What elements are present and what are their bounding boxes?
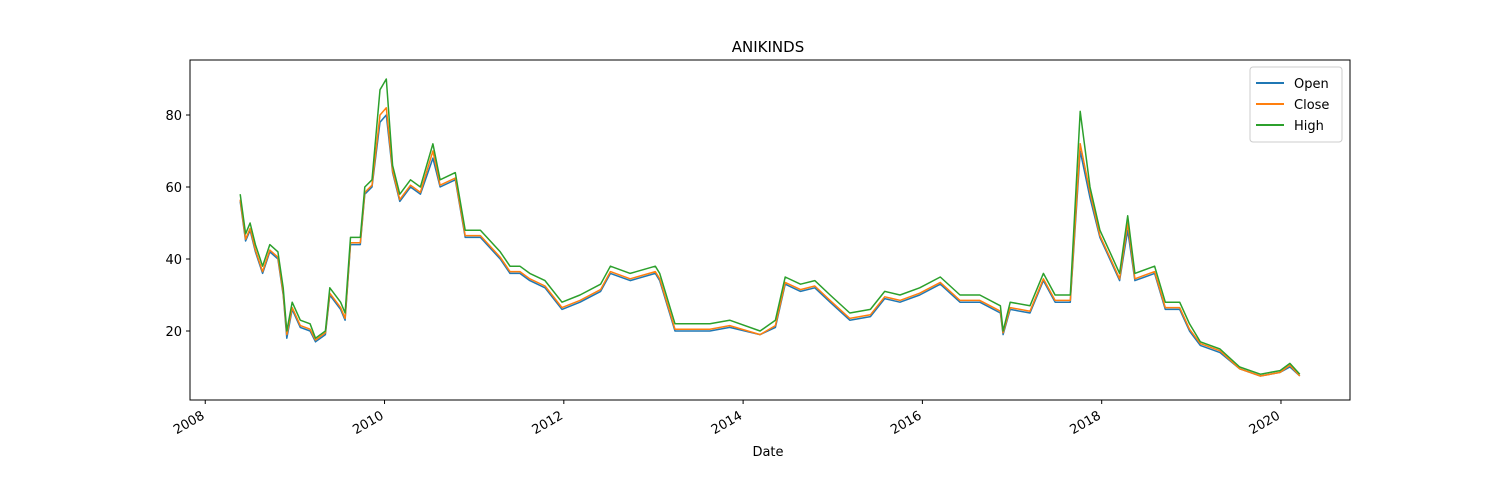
- x-tick-label: 2008: [171, 408, 207, 438]
- x-tick-label: 2010: [350, 408, 386, 438]
- y-tick-label: 60: [165, 181, 182, 196]
- x-tick-label: 2018: [1068, 408, 1104, 438]
- legend-box: [1249, 66, 1343, 143]
- x-tick-label: 2020: [1247, 408, 1283, 438]
- series-line: [239, 114, 1301, 377]
- x-tick-label: 2014: [709, 408, 745, 438]
- series-line: [239, 78, 1301, 375]
- x-tick-label: 2012: [530, 408, 566, 438]
- y-tick-label: 40: [165, 253, 182, 268]
- legend-label: Open: [1294, 77, 1329, 92]
- chart-title: ANIKINDS: [732, 38, 804, 56]
- series-line: [239, 107, 1301, 377]
- legend-label: Close: [1294, 98, 1329, 113]
- x-tick-label: 2016: [888, 408, 924, 438]
- plot-frame: [189, 59, 1351, 401]
- y-tick-label: 80: [165, 109, 182, 124]
- y-tick-label: 20: [165, 325, 182, 340]
- legend-label: High: [1294, 119, 1324, 134]
- x-axis-label: Date: [752, 445, 783, 460]
